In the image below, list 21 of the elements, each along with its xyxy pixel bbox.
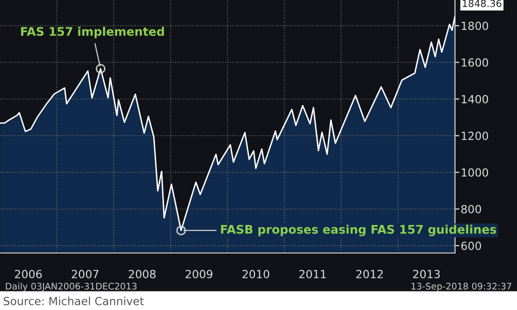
- x-tick-label: 2012: [356, 270, 383, 278]
- annotation: FASB proposes easing FAS 157 guidelines: [221, 224, 496, 236]
- y-tick-label: 1400: [462, 94, 488, 104]
- x-tick-label: 2011: [299, 270, 326, 278]
- source-note: Source: Michael Cannivet: [4, 296, 144, 306]
- x-tick-label: 2006: [15, 270, 42, 278]
- y-tick-label: 600: [461, 242, 482, 250]
- y-tick-label: 800: [461, 204, 482, 214]
- x-tick-label: 2009: [186, 270, 212, 278]
- text: Daily 03JAN2006-31DEC2013: [6, 282, 137, 292]
- annotation: 1848.36: [462, 0, 502, 8]
- y-tick-label: 1800: [462, 22, 488, 30]
- y-tick-label: 1200: [462, 132, 488, 140]
- x-tick-label: 2008: [128, 270, 156, 278]
- x-tick-label: 2010: [242, 270, 270, 278]
- y-tick-label: 1600: [462, 58, 488, 67]
- y-tick-label: 1000: [462, 168, 488, 177]
- x-tick-label: 2013: [413, 270, 440, 278]
- annotation: FAS 157 implemented: [21, 26, 164, 38]
- x-tick-label: 2007: [72, 270, 98, 278]
- text: 13-Sep-2018 09:32:37: [412, 282, 512, 292]
